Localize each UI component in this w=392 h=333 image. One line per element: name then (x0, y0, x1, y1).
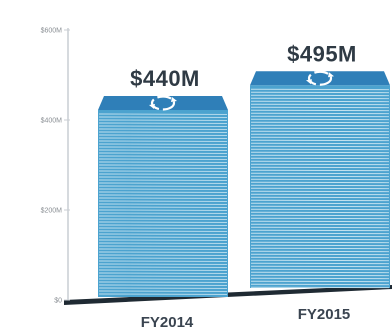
currency-exchange-icon (149, 95, 177, 111)
bill-stack-lines (250, 88, 390, 289)
y-ticks: $0 $200M $400M $600M (41, 28, 70, 305)
y-tick-label: $0 (54, 298, 62, 305)
y-tick-label: $600M (41, 28, 63, 35)
bar-top (250, 71, 390, 86)
y-tick-label: $200M (41, 208, 63, 215)
bar-value-label: $495M (287, 41, 357, 66)
x-category-label: FY2014 (141, 314, 194, 331)
bars (98, 70, 390, 297)
bar-top (98, 96, 228, 110)
bar-value-label: $440M (130, 66, 200, 91)
labels: $440M FY2014 $495M FY2015 (130, 41, 357, 331)
bill-stack-lines (98, 113, 228, 295)
x-category-label: FY2015 (298, 306, 351, 323)
bar-fy2014 (98, 95, 228, 297)
currency-exchange-icon (306, 70, 334, 86)
bar-fy2015 (250, 70, 390, 289)
y-tick-label: $400M (41, 118, 63, 125)
